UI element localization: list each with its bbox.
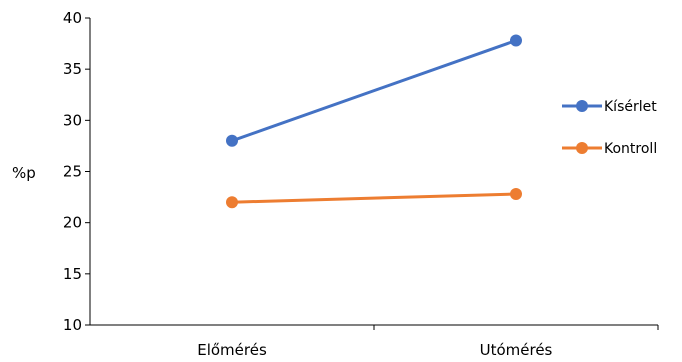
y-tick-label: 35	[63, 60, 82, 78]
y-tick-label: 25	[63, 163, 82, 181]
y-tick-label: 40	[63, 9, 82, 27]
y-tick-label: 10	[63, 316, 82, 334]
series-layer	[226, 34, 522, 209]
y-tick-label: 15	[63, 265, 82, 283]
y-tick-label: 30	[63, 111, 82, 129]
legend-item: Kontroll	[562, 141, 657, 157]
data-point	[510, 34, 522, 47]
series-2	[226, 188, 522, 209]
legend-marker	[576, 100, 588, 112]
legend-marker	[576, 142, 588, 154]
series-line	[231, 192, 517, 204]
data-point	[226, 196, 238, 209]
y-axis-label: %p	[12, 164, 36, 182]
y-axis-ticks: 10 15 20 25 30 35 40	[63, 9, 90, 334]
data-point	[510, 188, 522, 201]
data-point	[226, 134, 238, 147]
series-line	[231, 39, 517, 143]
x-tick-label: Előmérés	[197, 341, 267, 359]
x-axis-ticks: Előmérés Utómérés	[197, 325, 659, 359]
legend-item: Kísérlet	[562, 99, 657, 115]
x-tick-label: Utómérés	[480, 341, 553, 359]
legend: Kísérlet Kontroll	[562, 99, 657, 157]
series-1	[226, 34, 522, 147]
legend-label: Kísérlet	[604, 99, 657, 115]
legend-label: Kontroll	[604, 141, 657, 157]
y-tick-label: 20	[63, 214, 82, 232]
